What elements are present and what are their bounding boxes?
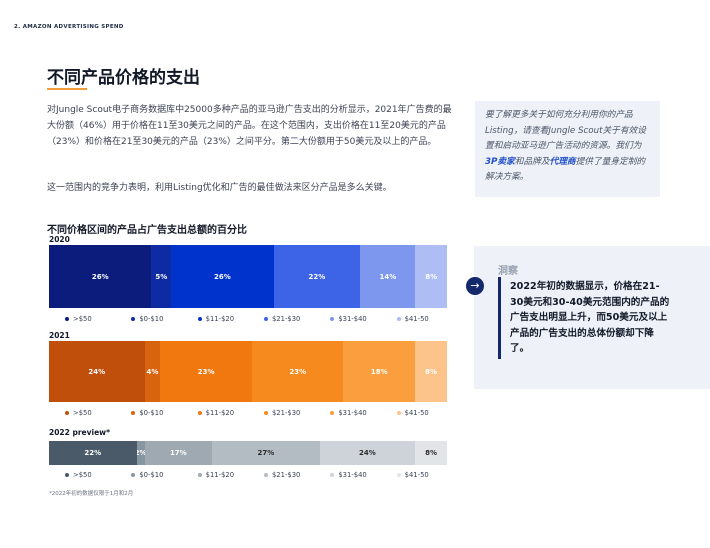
legend-label: $21-$30: [271, 409, 301, 417]
legend-item-31-40: $31-$40: [314, 315, 380, 323]
insight-text: 2022年初的数据显示，价格在21-30美元和30-40美元范围内的产品的广告支…: [510, 281, 670, 354]
legend-item-0-10: $0-$10: [115, 315, 181, 323]
competition-paragraph: 这一范围内的竞争力表明，利用Listing优化和广告的最佳做法来区分产品是多么关…: [47, 183, 392, 193]
legend-label: $31-$40: [338, 315, 367, 323]
legend-dot: [263, 317, 268, 321]
section-label: 2. AMAZON ADVERTISING SPEND: [14, 24, 124, 30]
bar-segment-31-40: 24%: [319, 441, 416, 465]
arrow-right-circle-icon: →: [466, 277, 484, 295]
bar-segment-gt50: 26%: [49, 245, 152, 308]
legend-dot: [131, 317, 136, 321]
bar-segment-41-50: 8%: [415, 245, 447, 308]
legend-label: $21-$30: [271, 471, 301, 479]
3p-sellers-link[interactable]: 3P卖家: [485, 156, 515, 167]
insight-heading: 洞察: [498, 266, 518, 277]
legend-dot: [131, 411, 136, 415]
legend-label: >$50: [73, 409, 92, 417]
legend-item-41-50: $41-50: [381, 471, 447, 479]
legend-item-gt50: >$50: [49, 471, 115, 479]
legend-dot: [330, 473, 335, 477]
chart-title: 不同价格区间的产品占广告支出总额的百分比: [47, 225, 247, 236]
legend-label: $0-$10: [139, 315, 164, 323]
insight-panel: 洞察 → 2022年初的数据显示，价格在21-30美元和30-40美元范围内的产…: [466, 246, 710, 389]
legend-label: $0-$10: [139, 471, 164, 479]
bar-row-2020: 26% 5% 26% 22% 14% 8%: [49, 245, 447, 308]
legend-label: >$50: [73, 471, 92, 479]
insight-accent-bar: [498, 277, 501, 359]
legend-2020: >$50 $0-$10 $11-$20 $21-$30 $31-$40 $41-50: [49, 315, 447, 323]
title-underline: [47, 88, 87, 90]
bar-row-2021: 24% 4% 23% 23% 18% 8%: [49, 341, 447, 402]
bar-segment-41-50: 8%: [415, 341, 447, 402]
legend-dot: [197, 317, 202, 321]
bar-row-2022: 22%2%17%27%24%8%: [49, 441, 447, 465]
legend-dot: [65, 473, 69, 477]
bar-segment-gt50: 22%: [49, 441, 137, 465]
legend-2021: >$50 $0-$10 $11-$20 $21-$30 $31-$40 $41-50: [49, 409, 447, 417]
legend-label: $41-50: [404, 471, 429, 479]
legend-dot: [330, 411, 335, 415]
bar-segment-21-30: 27%: [212, 441, 320, 465]
callout-text-before: 要了解更多关于如何充分利用你的产品Listing，请查看Jungle Scout…: [485, 110, 646, 151]
bar-segment-11-20: 26%: [171, 245, 274, 308]
legend-label: $31-$40: [338, 471, 367, 479]
year-label-2022: 2022 preview*: [49, 428, 111, 437]
legend-label: $11-$20: [205, 315, 235, 323]
bar-segment-0-10: 5%: [151, 245, 172, 308]
legend-label: $41-50: [404, 409, 429, 417]
legend-dot: [396, 317, 401, 321]
bar-segment-21-30: 23%: [251, 341, 344, 402]
bar-segment-31-40: 14%: [360, 245, 416, 308]
legend-2022: >$50 $0-$10 $11-$20 $21-$30 $31-$40 $41-50: [49, 471, 447, 479]
footnote: *2022年初的数据仅限于1月和2月: [49, 491, 134, 497]
page-title: 不同产品价格的支出: [47, 68, 200, 88]
legend-item-31-40: $31-$40: [314, 471, 380, 479]
year-label-2021: 2021: [49, 331, 70, 340]
bar-segment-0-10: 4%: [144, 341, 161, 402]
bar-segment-11-20: 17%: [144, 441, 213, 465]
legend-item-31-40: $31-$40: [314, 409, 380, 417]
legend-item-11-20: $11-$20: [182, 409, 248, 417]
legend-dot: [65, 317, 69, 321]
bar-segment-11-20: 23%: [160, 341, 252, 402]
legend-label: $21-$30: [271, 315, 301, 323]
legend-dot: [263, 411, 268, 415]
year-label-2020: 2020: [49, 235, 70, 244]
intro-paragraph: 对Jungle Scout电子商务数据库中25000多种产品的亚马逊广告支出的分…: [47, 105, 452, 147]
legend-item-gt50: >$50: [49, 409, 115, 417]
legend-dot: [65, 411, 69, 415]
legend-item-41-50: $41-50: [381, 409, 447, 417]
legend-dot: [131, 473, 136, 477]
agencies-link[interactable]: 代理商: [549, 156, 576, 167]
legend-dot: [197, 411, 202, 415]
legend-dot: [330, 317, 335, 321]
callout-text-after: 提供了量身定制的解决方案。: [485, 156, 646, 183]
legend-item-gt50: >$50: [49, 315, 115, 323]
legend-item-11-20: $11-$20: [182, 315, 248, 323]
legend-label: $41-50: [404, 315, 429, 323]
legend-item-21-30: $21-$30: [248, 471, 314, 479]
legend-dot: [197, 473, 202, 477]
legend-label: >$50: [73, 315, 92, 323]
bar-segment-gt50: 24%: [49, 341, 145, 402]
bar-segment-31-40: 18%: [343, 341, 416, 402]
legend-item-21-30: $21-$30: [248, 315, 314, 323]
bar-segment-0-10: 2%: [136, 441, 145, 465]
bar-segment-21-30: 22%: [273, 245, 361, 308]
legend-dot: [396, 411, 401, 415]
resources-callout: 要了解更多关于如何充分利用你的产品Listing，请查看Jungle Scout…: [475, 101, 660, 197]
legend-item-21-30: $21-$30: [248, 409, 314, 417]
bar-segment-41-50: 8%: [415, 441, 447, 465]
legend-item-11-20: $11-$20: [182, 471, 248, 479]
legend-dot: [263, 473, 268, 477]
legend-dot: [396, 473, 401, 477]
callout-text-middle: 和品牌及: [514, 156, 550, 167]
legend-label: $0-$10: [139, 409, 164, 417]
legend-label: $11-$20: [205, 409, 235, 417]
legend-item-41-50: $41-50: [381, 315, 447, 323]
legend-label: $11-$20: [205, 471, 235, 479]
legend-item-0-10: $0-$10: [115, 471, 181, 479]
legend-label: $31-$40: [338, 409, 367, 417]
legend-item-0-10: $0-$10: [115, 409, 181, 417]
